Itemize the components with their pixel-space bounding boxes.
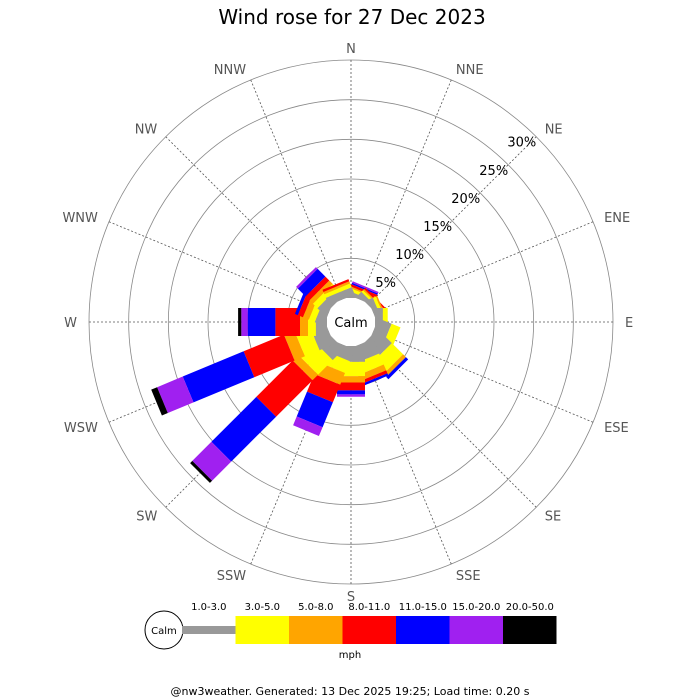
bar-segment-sw-3 [256,360,313,417]
legend-label: 15.0-20.0 [452,602,500,613]
rose-bars [151,267,409,483]
bar-segment-nne-5 [352,281,379,294]
bar-segment-sw-5 [192,441,232,481]
legend-label: 20.0-50.0 [506,602,554,613]
radial-tick-label: 30% [507,136,536,151]
radial-tick-label: 10% [395,248,424,263]
bar-segment-sw-2 [292,354,319,381]
bar-segment-sw-6 [190,460,213,483]
direction-label-nne: NNE [456,63,484,78]
legend-swatch-4 [396,616,450,644]
direction-label-s: S [347,590,355,605]
bar-segment-nw-4 [297,268,326,297]
bar-segment-wsw-6 [151,387,168,416]
radial-tick-label: 25% [479,164,508,179]
grid-ring-15 [207,178,495,466]
bar-segment-wsw-4 [182,351,255,403]
radial-tick-labels: 5% 10% 15% 20% 25% 30% [375,136,536,291]
speed-legend: Calm 1.0-3.0 3.0-5.0 5.0-8.0 8.0-11.0 11.0-1… [144,602,557,661]
bar-segment-nnw-2 [323,281,351,295]
calm-circle [327,298,375,346]
direction-label-nnw: NNW [214,63,246,78]
legend-label: 3.0-5.0 [245,602,280,613]
bar-segment-ssw-4 [296,391,333,428]
legend-swatch-0 [182,626,236,634]
bar-segment-nw-3 [305,276,330,301]
legend-label: 11.0-15.0 [399,602,447,613]
direction-label-n: N [346,42,356,57]
bar-segment-sse-3 [360,370,388,384]
bar-segment-wsw-2 [283,330,305,361]
legend-calm-label: Calm [151,626,177,637]
legend-swatch-1 [235,616,289,644]
calm-circle-group: Calm [327,298,375,346]
direction-label-ssw: SSW [217,569,247,584]
bar-segment-sw-4 [211,396,277,462]
bar-segment-s-2 [337,376,365,383]
direction-label-ese: ESE [604,421,629,436]
legend-items: 1.0-3.0 3.0-5.0 5.0-8.0 8.0-11.0 11.0-15.0 15… [182,602,557,644]
calm-label: Calm [334,316,367,331]
bar-segment-w-3 [275,308,300,336]
legend-swatch-6 [503,616,557,644]
legend-swatch-5 [449,616,503,644]
bar-segment-nnw-3 [322,279,350,292]
bar-segment-nnw-1 [324,283,352,298]
legend-label: 8.0-11.0 [348,602,390,613]
direction-label-se: SE [545,510,561,525]
bar-segment-se-2 [383,354,406,377]
bar-segment-wsw-3 [243,334,295,378]
direction-label-sse: SSE [456,569,481,584]
direction-labels: N NNE NE ENE E ESE SE SSE S SSW SW WSW W WNW NW NNW [62,42,633,605]
grid-ring-20 [167,138,535,506]
bar-segment-ssw-3 [307,374,341,403]
legend-label: 1.0-3.0 [191,602,226,613]
bar-segment-sse-4 [361,373,389,387]
bar-segment-nw-2 [309,280,333,304]
bar-segment-se-4 [386,357,409,380]
bar-segment-w-4 [247,308,276,336]
radial-tick-label: 20% [451,192,480,207]
direction-label-wsw: WSW [64,421,98,436]
direction-label-nw: NW [135,122,158,137]
legend-swatch-2 [289,616,343,644]
bar-segment-ssw-5 [293,416,323,436]
bar-segment-nnw-0 [325,287,355,306]
chart-title: Wind rose for 27 Dec 2023 [218,5,485,29]
direction-label-e: E [625,316,633,331]
legend-unit: mph [339,650,361,661]
bar-segment-s-4 [337,390,365,395]
bar-segment-nw-5 [296,267,318,289]
bar-segment-wsw-5 [157,376,194,413]
direction-label-w: W [64,316,77,331]
bar-segment-w-6 [238,308,242,336]
grid-ring-25 [128,99,574,545]
direction-label-ne: NE [545,122,563,137]
direction-label-wnw: WNW [62,211,98,226]
bar-segment-w-5 [241,308,248,336]
legend-swatch-3 [342,616,396,644]
footer-text: @nw3weather. Generated: 13 Dec 2025 19:2… [171,685,530,698]
direction-label-sw: SW [136,510,157,525]
radial-tick-label: 15% [423,220,452,235]
radial-tick-label: 5% [375,276,396,291]
bar-segment-s-5 [337,394,365,397]
legend-label: 5.0-8.0 [298,602,333,613]
bar-segment-s-3 [337,382,365,391]
direction-label-ene: ENE [604,211,630,226]
